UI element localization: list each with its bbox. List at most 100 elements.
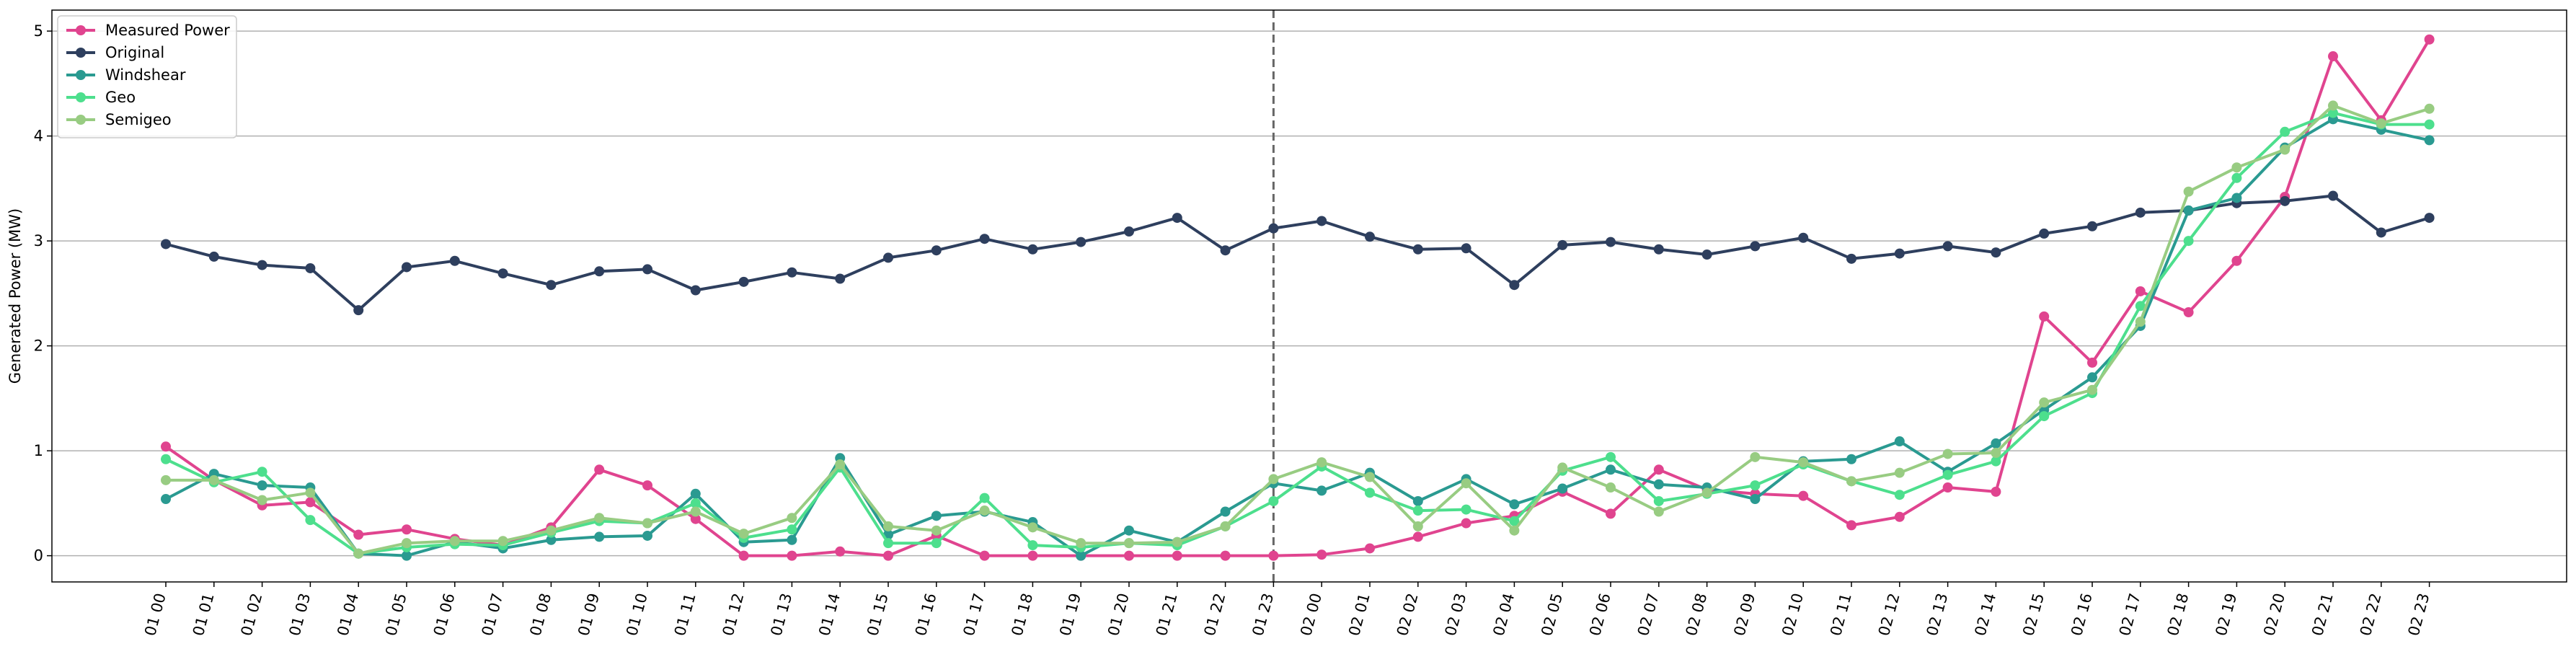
data-point <box>2039 397 2050 408</box>
data-point <box>1509 499 1520 510</box>
data-point <box>1606 508 1616 519</box>
data-point <box>305 487 316 498</box>
data-point <box>1027 522 1038 533</box>
data-point <box>2183 307 2194 318</box>
data-point <box>449 536 460 547</box>
data-point <box>1316 549 1327 560</box>
x-tick-label: 02 11 <box>1827 591 1855 637</box>
data-point <box>1461 504 1471 515</box>
data-point <box>2135 207 2146 218</box>
data-point <box>1894 490 1905 500</box>
data-point <box>1991 448 2001 459</box>
x-tick-label: 01 23 <box>1249 591 1277 637</box>
data-point <box>690 506 701 517</box>
data-point <box>1942 482 1953 493</box>
x-tick-label: 02 23 <box>2405 591 2433 637</box>
data-point <box>1750 480 1761 491</box>
x-tick-label: 02 00 <box>1297 591 1325 637</box>
data-point <box>1220 550 1231 561</box>
x-tick-label: 02 10 <box>1779 591 1807 637</box>
data-point <box>1750 494 1761 505</box>
data-point <box>1316 216 1327 226</box>
data-point <box>2376 227 2386 238</box>
data-point <box>1846 476 1856 487</box>
data-point <box>208 251 219 262</box>
data-point <box>1942 469 1953 480</box>
data-point <box>1365 543 1375 554</box>
data-point <box>1076 237 1086 247</box>
data-point <box>1991 438 2001 449</box>
data-point <box>1172 550 1182 561</box>
data-point <box>1412 244 1423 255</box>
x-tick-label: 02 17 <box>2116 591 2144 637</box>
data-point <box>979 550 990 561</box>
data-point <box>2376 118 2386 129</box>
data-point <box>2135 286 2146 296</box>
data-point <box>1991 247 2001 258</box>
grid-lines <box>52 30 2567 557</box>
data-point <box>642 530 652 541</box>
data-point <box>738 529 749 539</box>
x-tick-label: 01 19 <box>1056 591 1084 637</box>
data-point <box>1461 518 1471 529</box>
data-point <box>642 264 652 275</box>
data-point <box>2280 126 2290 137</box>
data-point <box>1894 248 1905 259</box>
x-tick-label: 02 18 <box>2164 591 2192 637</box>
x-tick-label: 01 03 <box>286 591 314 637</box>
data-point <box>1365 487 1375 498</box>
data-point <box>2039 311 2050 322</box>
legend-item: Measured Power <box>66 22 230 39</box>
data-point <box>1268 550 1279 561</box>
legend-label: Original <box>105 44 164 61</box>
y-tick-label: 1 <box>34 442 43 459</box>
x-tick-label: 01 01 <box>190 591 218 637</box>
data-point <box>1557 462 1568 473</box>
y-tick-label: 3 <box>34 232 43 250</box>
data-point <box>2231 193 2242 203</box>
x-tick-label: 01 22 <box>1201 591 1229 637</box>
data-point <box>594 266 605 277</box>
data-point <box>690 285 701 296</box>
data-point <box>594 531 605 542</box>
x-tick-label: 01 10 <box>623 591 651 637</box>
data-point <box>353 548 364 559</box>
data-point <box>2424 34 2435 45</box>
series-2 <box>161 114 2435 561</box>
data-point <box>690 513 701 524</box>
data-point <box>1894 511 1905 522</box>
legend-swatch-marker <box>76 70 86 80</box>
data-point <box>2328 190 2338 201</box>
x-tick-label: 01 13 <box>767 591 795 637</box>
data-point <box>2231 162 2242 173</box>
x-tick-label: 02 13 <box>1924 591 1952 637</box>
data-point <box>1412 531 1423 542</box>
series-line <box>165 111 2430 555</box>
series-line <box>166 104 2430 555</box>
data-point <box>787 524 797 535</box>
data-point <box>1124 550 1134 561</box>
data-point <box>1172 213 1182 224</box>
data-point <box>2328 100 2338 111</box>
series-1 <box>161 190 2435 316</box>
data-point <box>1509 280 1520 291</box>
data-point <box>546 525 557 536</box>
data-point <box>931 525 942 536</box>
x-tick-label: 01 18 <box>1008 591 1036 637</box>
data-point <box>883 538 893 549</box>
data-point <box>257 495 267 505</box>
data-point <box>402 524 412 535</box>
data-point <box>1798 457 1809 468</box>
legend-label: Geo <box>105 89 136 106</box>
data-point <box>2039 228 2050 239</box>
x-tick-label: 01 17 <box>960 591 988 637</box>
x-tick-label: 01 04 <box>334 591 362 637</box>
data-point <box>1412 521 1423 531</box>
series-3 <box>161 107 2435 559</box>
x-tick-label: 02 04 <box>1490 591 1518 637</box>
x-tick-label: 01 05 <box>382 591 410 637</box>
data-point <box>1172 537 1182 547</box>
data-point <box>353 305 364 316</box>
series-line <box>165 194 2430 312</box>
data-point <box>835 459 846 470</box>
